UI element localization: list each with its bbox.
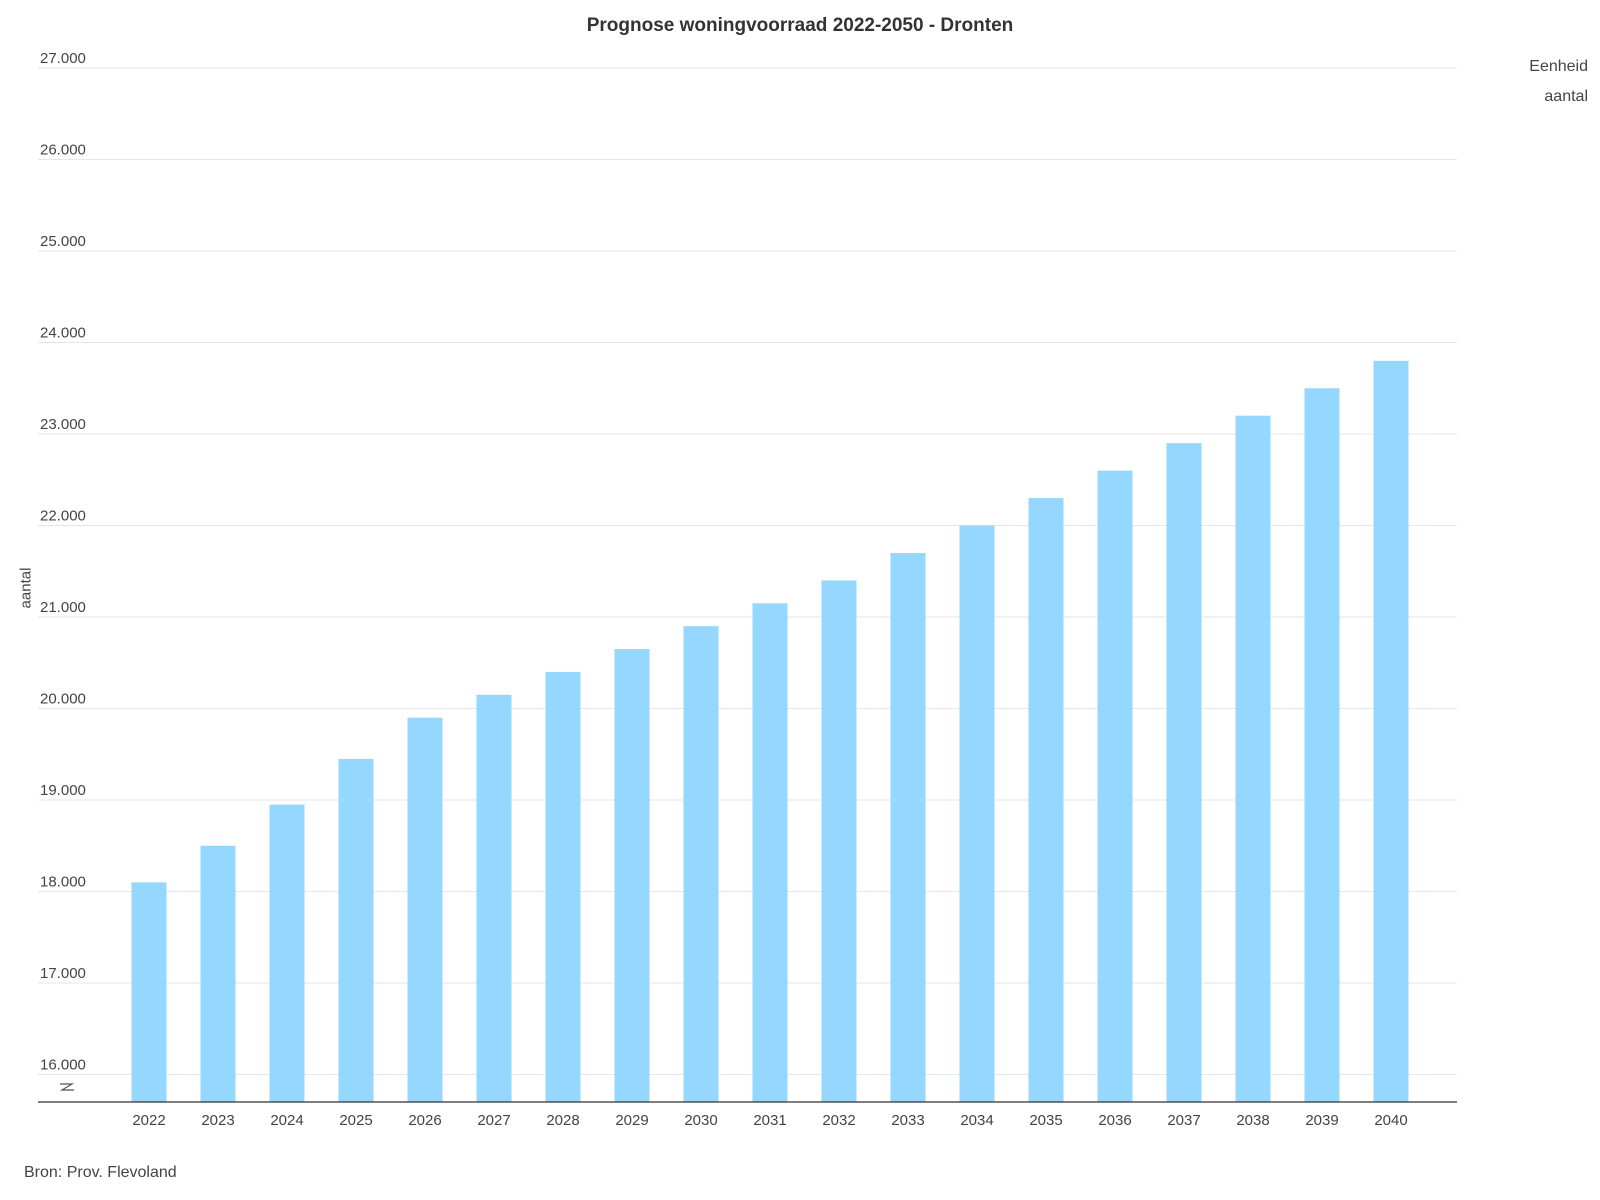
x-tick-label: 2029 <box>615 1112 648 1129</box>
source-note: Bron: Prov. Flevoland <box>24 1164 177 1181</box>
bar <box>1166 443 1202 1102</box>
x-tick-label: 2025 <box>339 1112 372 1129</box>
axis-break-zigzag <box>59 1083 75 1091</box>
x-tick-label: 2024 <box>270 1112 303 1129</box>
bar <box>1304 388 1340 1102</box>
x-tick-label: 2040 <box>1374 1112 1407 1129</box>
y-tick-label: 20.000 <box>40 691 86 708</box>
x-tick-label: 2032 <box>822 1112 855 1129</box>
x-tick-label: 2023 <box>201 1112 234 1129</box>
y-tick-label: 25.000 <box>40 233 86 250</box>
chart-title: Prognose woningvoorraad 2022-2050 - Dron… <box>586 15 1014 36</box>
bar <box>959 525 995 1102</box>
legend: Eenheid aantal <box>1529 52 1588 112</box>
bar <box>269 804 305 1102</box>
x-tick-label: 2039 <box>1305 1112 1338 1129</box>
x-tick-label: 2036 <box>1098 1112 1131 1129</box>
y-tick-label: 18.000 <box>40 874 86 891</box>
bar <box>407 717 443 1102</box>
y-tick-label: 22.000 <box>40 508 86 525</box>
x-tick-label: 2026 <box>408 1112 441 1129</box>
x-tick-label: 2037 <box>1167 1112 1200 1129</box>
x-tick-label: 2031 <box>753 1112 786 1129</box>
y-tick-label: 26.000 <box>40 142 86 159</box>
bar <box>200 845 236 1102</box>
legend-entry[interactable]: aantal <box>1544 88 1588 105</box>
x-tick-label: 2027 <box>477 1112 510 1129</box>
y-tick-label: 23.000 <box>40 416 86 433</box>
x-tick-label: 2035 <box>1029 1112 1062 1129</box>
legend-title: Eenheid <box>1529 58 1588 75</box>
bar <box>1235 415 1271 1103</box>
y-tick-label: 27.000 <box>40 50 86 67</box>
y-tick-label: 17.000 <box>40 965 86 982</box>
y-tick-label: 21.000 <box>40 599 86 616</box>
y-tick-label: 16.000 <box>40 1057 86 1074</box>
bar <box>1373 360 1409 1102</box>
bar <box>683 626 719 1102</box>
bar <box>614 649 650 1102</box>
bar <box>1028 498 1064 1102</box>
axis-break-marker <box>59 1083 75 1091</box>
bar <box>821 580 857 1102</box>
x-tick-label: 2030 <box>684 1112 717 1129</box>
x-tick-label: 2038 <box>1236 1112 1269 1129</box>
bar <box>890 552 926 1102</box>
axes: 16.000 17.000 18.000 19.000 20.000 21.000 22.0… <box>38 50 1457 1129</box>
x-tick-label: 2022 <box>132 1112 165 1129</box>
x-tick-label: 2033 <box>891 1112 924 1129</box>
x-tick-label: 2028 <box>546 1112 579 1129</box>
bars <box>131 360 1409 1103</box>
y-tick-label: 24.000 <box>40 325 86 342</box>
y-tick-label: 19.000 <box>40 782 86 799</box>
x-tick-label: 2034 <box>960 1112 993 1129</box>
bar <box>131 882 167 1102</box>
bar <box>752 603 788 1102</box>
bar <box>1097 470 1133 1102</box>
bar <box>476 694 512 1102</box>
bar <box>545 671 581 1102</box>
bar <box>338 758 374 1102</box>
